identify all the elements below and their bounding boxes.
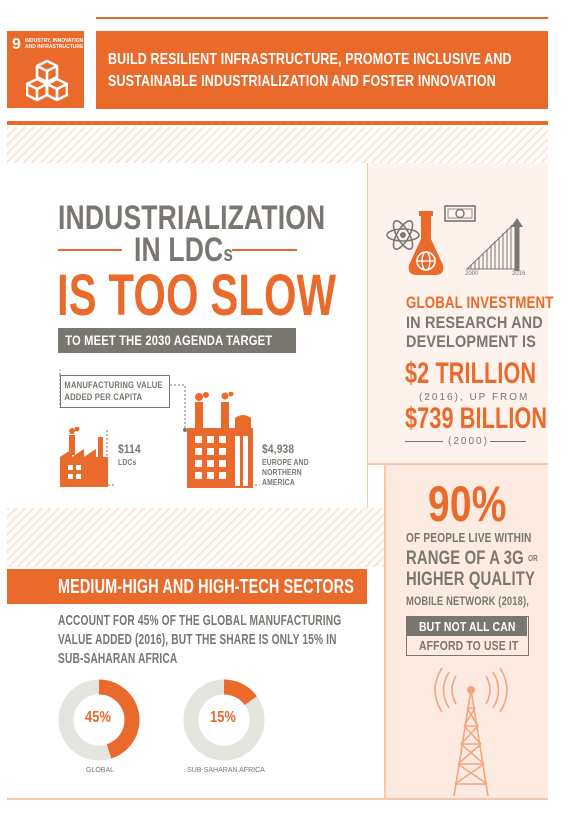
vertical-divider (367, 163, 368, 508)
growth-chart-icon (465, 219, 518, 270)
goal-number: 9 (12, 36, 21, 53)
europe-label: EUROPE AND NORTHERN AMERICA (262, 458, 309, 487)
header-underline (7, 121, 548, 125)
right-separator (368, 463, 548, 465)
research-sub-line2-dash-l (405, 441, 443, 442)
afford-line1: BUT NOT ALL CAN (419, 619, 516, 634)
title-dash-left (58, 249, 122, 251)
mobile-text-3: MOBILE NETWORK (2018), (406, 594, 530, 608)
mobile-text-2: RANGE OF A 3G OR HIGHER QUALITY (406, 548, 538, 590)
donut-ssa-arc (183, 679, 265, 761)
header-banner: BUILD RESILIENT INFRASTRUCTURE, PROMOTE … (96, 31, 548, 109)
donut-global-label: GLOBAL (86, 767, 115, 774)
hightech-banner: MEDIUM-HIGH AND HIGH-TECH SECTORS (7, 569, 367, 604)
ldc-title-line2: IN LDCs (134, 231, 234, 269)
money-icon (444, 205, 476, 222)
donut-ssa-label: SUB-SAHARAN AFRICA (187, 767, 265, 774)
hightech-title: MEDIUM-HIGH AND HIGH-TECH SECTORS (58, 576, 354, 598)
donut-ssa-value: 15% (210, 709, 237, 726)
ldc-value: $114 (118, 442, 141, 456)
goal-name: INDUSTRY, INNOVATION AND INFRASTRUCTURE (25, 38, 84, 50)
research-sub-line: (2016), UP FROM (419, 392, 530, 403)
ldc-label: LDCs (118, 458, 137, 467)
bottom-rule (7, 798, 548, 800)
afford-line2: AFFORD TO USE IT (419, 638, 519, 653)
cell-tower-icon (434, 668, 508, 797)
research-big-value: $2 TRILLION (405, 357, 537, 390)
research-icons (386, 205, 523, 275)
donut-global-arc (58, 679, 140, 761)
donut-ssa (183, 679, 265, 761)
title-dash-right (232, 249, 297, 251)
research-big-value2: $739 BILLION (405, 402, 548, 435)
hatch-strip-top (7, 127, 548, 163)
flask-icon (408, 215, 444, 275)
ldc-title-line3: IS TOO SLOW (57, 263, 337, 328)
hatch-strip-mid (7, 508, 384, 567)
cubes-icon (26, 59, 68, 102)
research-sub-line2: (2000) (448, 436, 489, 447)
research-sub-line2-dash-r (490, 441, 526, 442)
hightech-text: ACCOUNT FOR 45% OF THE GLOBAL MANUFACTUR… (58, 612, 342, 667)
small-factory-icon (60, 427, 108, 487)
subtitle: TO MEET THE 2030 AGENDA TARGET (65, 332, 273, 348)
research-text: GLOBAL INVESTMENT (406, 293, 554, 312)
year-end: 2016 (512, 271, 526, 277)
research-panel (368, 163, 548, 463)
mobile-panel-border (384, 465, 386, 798)
europe-value: $4,938 (262, 442, 295, 456)
banner-title: BUILD RESILIENT INFRASTRUCTURE, PROMOTE … (108, 51, 512, 90)
mobile-text: OF PEOPLE LIVE WITHIN (406, 530, 532, 545)
atom-icon (386, 220, 420, 250)
research-text-2: IN RESEARCH AND DEVELOPMENT IS (406, 313, 543, 351)
donut-global (58, 679, 140, 761)
afford-box: BUT NOT ALL CAN AFFORD TO USE IT (406, 616, 529, 656)
ldc-title-line1: INDUSTRIALIZATION (58, 199, 326, 237)
sdg9-logo: 9 INDUSTRY, INNOVATION AND INFRASTRUCTUR… (7, 31, 84, 108)
top-rule (96, 17, 548, 19)
year-start: 2000 (465, 271, 479, 277)
subtitle-box: TO MEET THE 2030 AGENDA TARGET (58, 328, 296, 353)
mobile-percent: 90% (428, 476, 507, 532)
donut-global-value: 45% (85, 709, 112, 726)
donut-charts (58, 679, 265, 761)
mva-leader-lines (59, 370, 260, 486)
large-factory-icon (187, 392, 253, 488)
